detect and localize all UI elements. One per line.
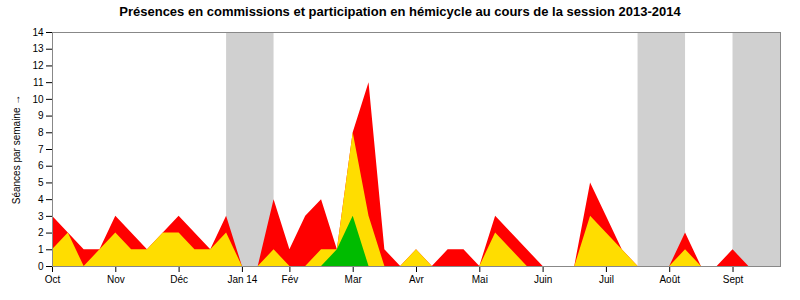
- svg-text:Mai: Mai: [472, 274, 488, 285]
- svg-text:Oct: Oct: [45, 274, 61, 285]
- svg-text:14: 14: [32, 27, 44, 38]
- svg-text:0: 0: [38, 261, 44, 272]
- svg-text:3: 3: [38, 211, 44, 222]
- svg-text:Août: Août: [659, 274, 680, 285]
- svg-text:9: 9: [38, 110, 44, 121]
- svg-text:Sept: Sept: [723, 274, 744, 285]
- svg-text:5: 5: [38, 177, 44, 188]
- svg-text:7: 7: [38, 144, 44, 155]
- svg-text:Avr: Avr: [409, 274, 424, 285]
- svg-text:Jan 14: Jan 14: [227, 274, 257, 285]
- svg-text:Nov: Nov: [107, 274, 125, 285]
- svg-text:11: 11: [33, 77, 44, 88]
- svg-text:2: 2: [38, 227, 44, 238]
- svg-text:13: 13: [32, 43, 44, 54]
- svg-text:Mar: Mar: [345, 274, 363, 285]
- html-text:Présences en commissions et pa: Présences en commissions et participatio…: [119, 4, 681, 19]
- svg-text:4: 4: [38, 194, 44, 205]
- svg-text:Déc: Déc: [170, 274, 188, 285]
- svg-text:6: 6: [38, 160, 44, 171]
- svg-text:1: 1: [38, 244, 44, 255]
- svg-text:Juil: Juil: [599, 274, 614, 285]
- svg-text:Juin: Juin: [534, 274, 552, 285]
- svg-text:8: 8: [38, 127, 44, 138]
- svg-text:Fév: Fév: [282, 274, 299, 285]
- svg-text:Séances par semaine →: Séances par semaine →: [11, 95, 22, 205]
- svg-text:10: 10: [32, 94, 44, 105]
- svg-text:12: 12: [32, 60, 44, 71]
